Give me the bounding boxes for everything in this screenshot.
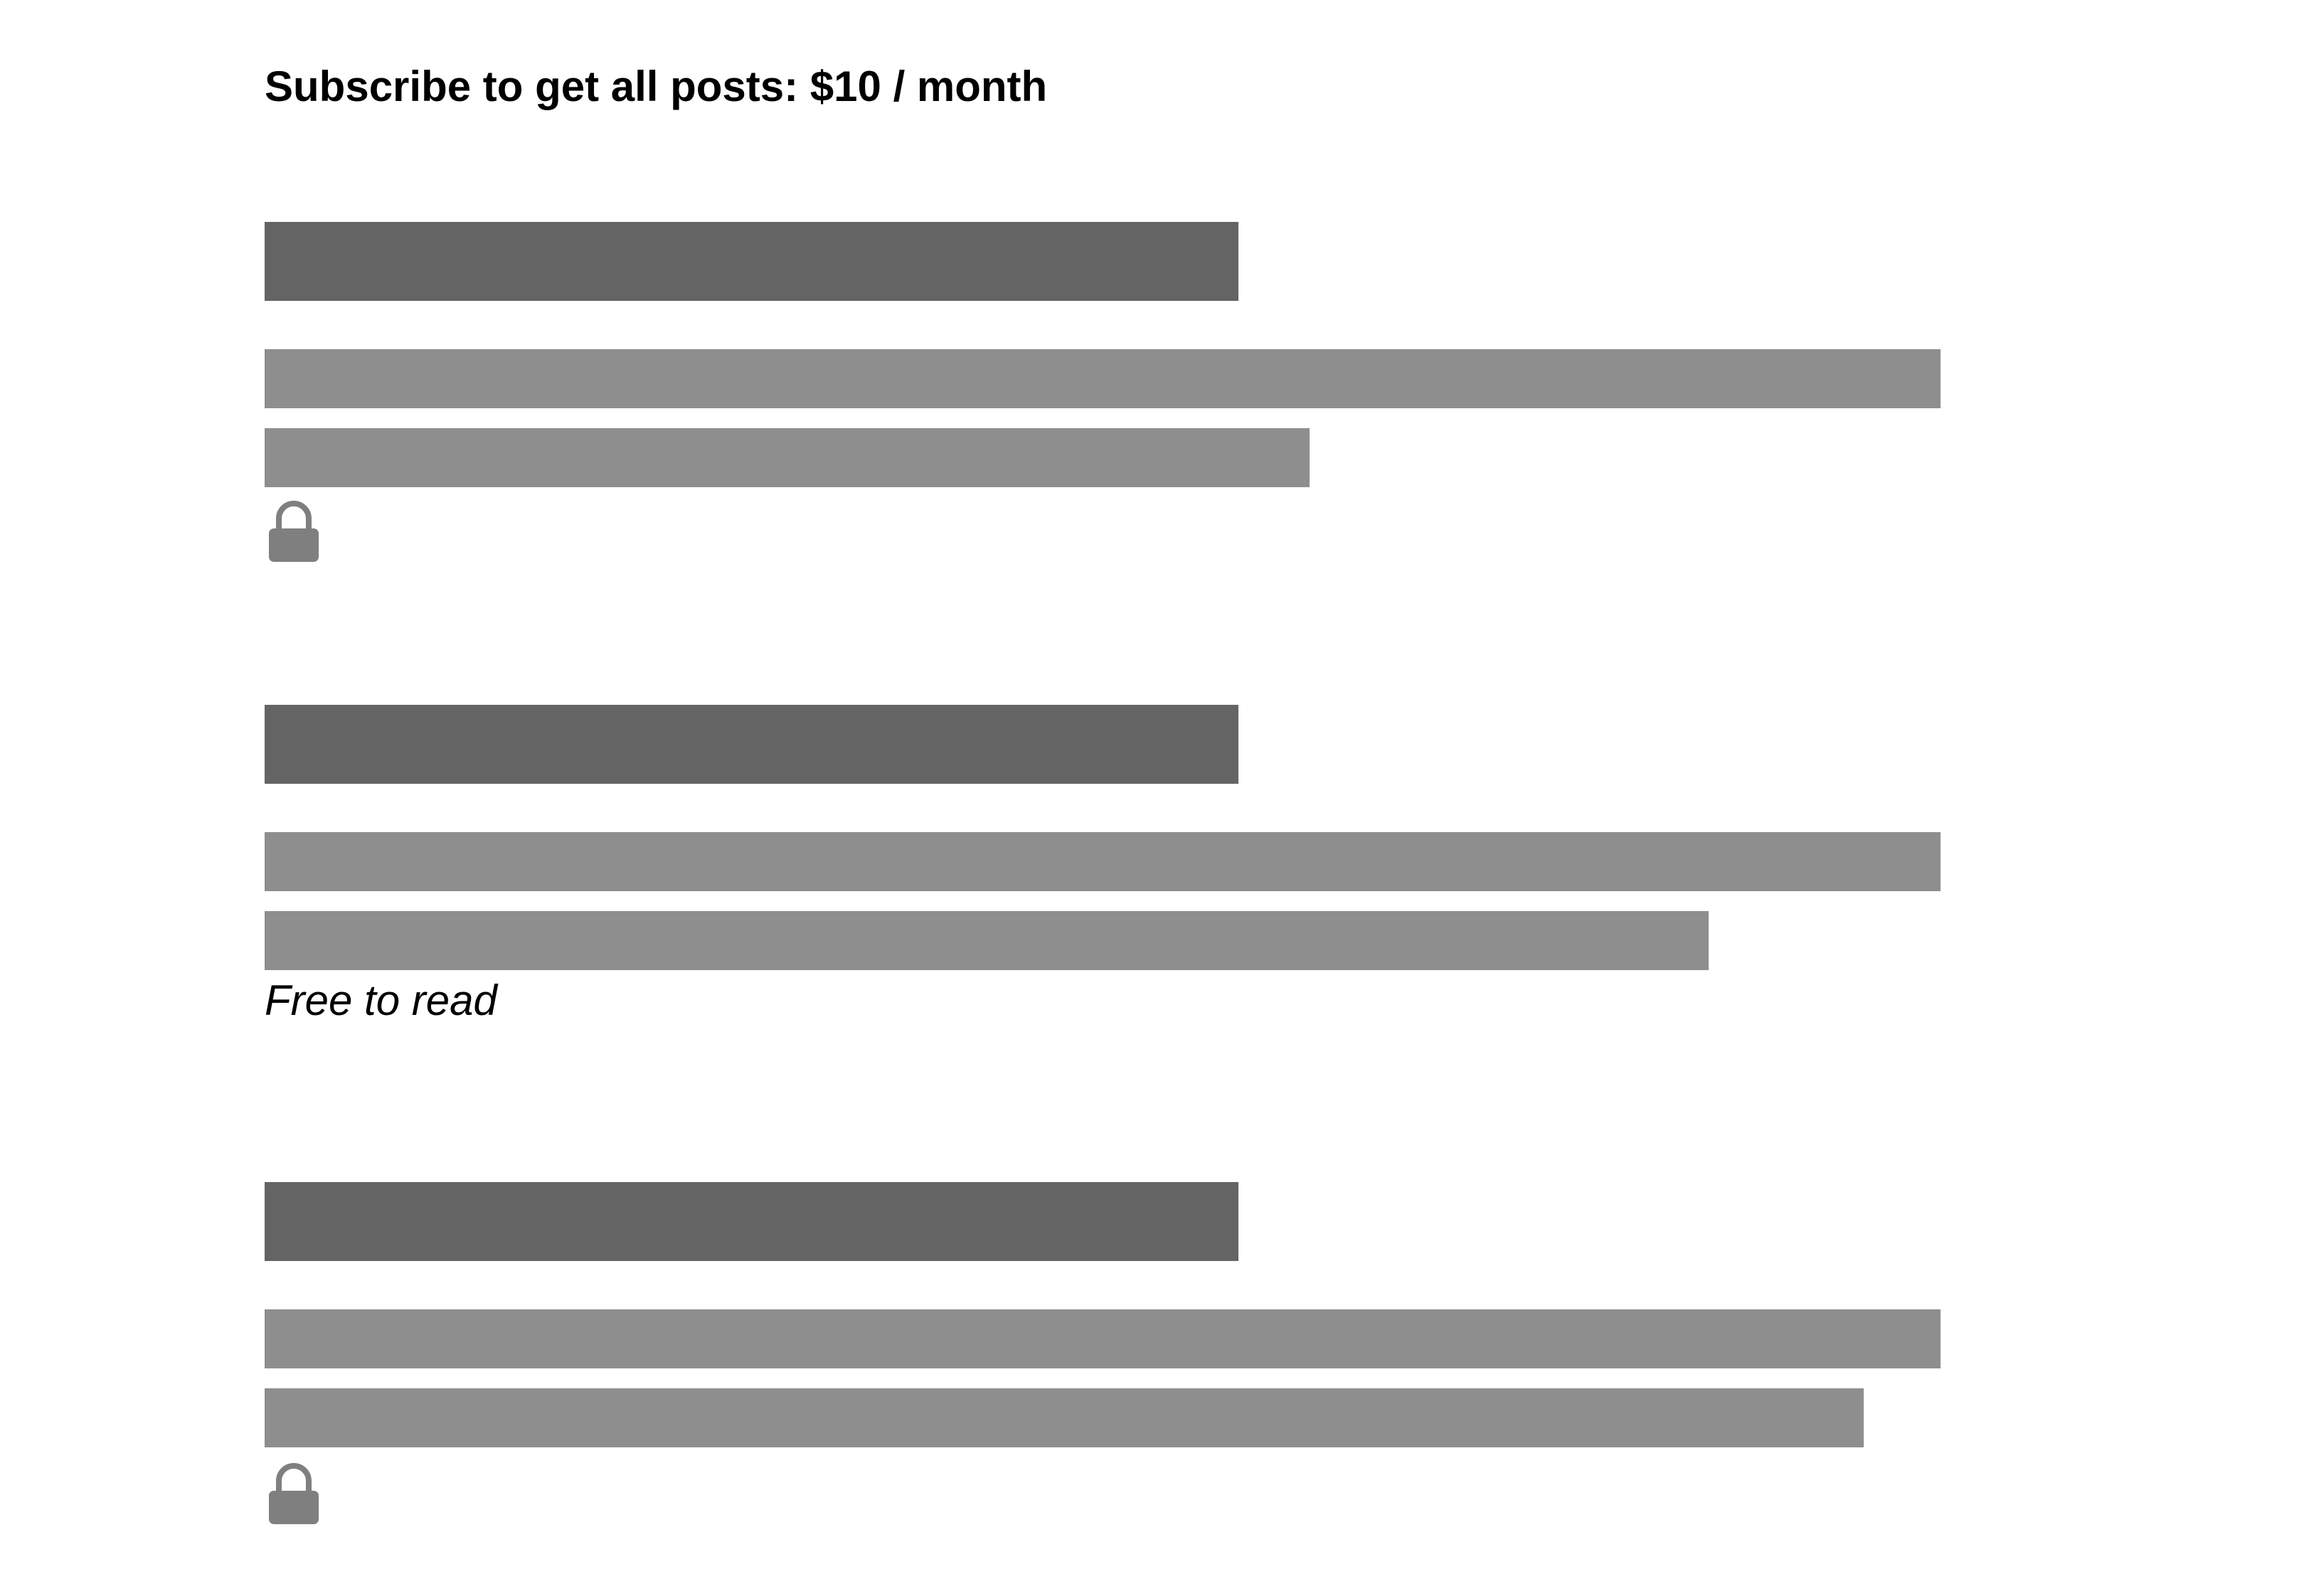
post-title-placeholder[interactable] [265,1182,1238,1261]
post-excerpt-line-placeholder [265,832,1941,891]
post-item-2[interactable]: Free to read [265,705,1941,1032]
post-excerpt-line-placeholder [265,349,1941,408]
post-item-3[interactable] [265,1182,1941,1524]
lock-icon [269,501,319,562]
post-excerpt-line-placeholder [265,428,1310,487]
subscribe-heading: Subscribe to get all posts: $10 / month [265,63,1048,110]
post-excerpt-line-placeholder [265,911,1709,970]
post-title-placeholder[interactable] [265,705,1238,784]
lock-icon [269,1463,319,1524]
post-excerpt-line-placeholder [265,1309,1941,1368]
free-to-read-label: Free to read [265,977,497,1024]
post-item-1[interactable] [265,222,1941,563]
post-title-placeholder[interactable] [265,222,1238,301]
post-excerpt-line-placeholder [265,1388,1864,1447]
